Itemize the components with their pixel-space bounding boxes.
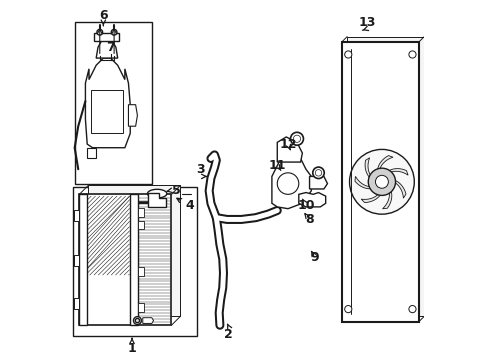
Circle shape	[344, 306, 352, 313]
Bar	[129, 194, 139, 325]
Bar	[79, 194, 172, 325]
Polygon shape	[91, 90, 123, 134]
Text: 2: 2	[224, 328, 233, 341]
Polygon shape	[361, 193, 381, 203]
Circle shape	[368, 168, 395, 195]
Circle shape	[97, 30, 102, 35]
Text: 7: 7	[106, 41, 115, 54]
Polygon shape	[139, 208, 144, 217]
Polygon shape	[96, 41, 118, 58]
Bar	[74, 22, 152, 184]
Text: 3: 3	[196, 163, 204, 176]
Circle shape	[315, 170, 322, 176]
Polygon shape	[377, 156, 393, 171]
Polygon shape	[87, 148, 96, 158]
Bar	[342, 42, 419, 321]
Circle shape	[135, 319, 140, 323]
Polygon shape	[128, 105, 137, 126]
Circle shape	[313, 167, 324, 179]
Polygon shape	[365, 158, 371, 179]
Circle shape	[409, 51, 416, 58]
Text: 1: 1	[128, 342, 136, 355]
Polygon shape	[393, 180, 406, 198]
Polygon shape	[85, 58, 130, 148]
Circle shape	[375, 175, 389, 188]
Text: 13: 13	[358, 16, 376, 29]
Polygon shape	[272, 153, 311, 209]
Polygon shape	[310, 176, 327, 189]
Polygon shape	[95, 33, 120, 41]
Text: 4: 4	[185, 199, 194, 212]
Polygon shape	[383, 189, 392, 209]
Text: 12: 12	[279, 138, 297, 150]
Polygon shape	[139, 267, 144, 276]
Circle shape	[277, 173, 299, 194]
Polygon shape	[147, 189, 167, 198]
Circle shape	[344, 51, 352, 58]
Polygon shape	[139, 221, 144, 229]
Polygon shape	[139, 303, 144, 312]
Text: 6: 6	[99, 9, 108, 22]
Text: 10: 10	[297, 199, 315, 212]
Polygon shape	[88, 185, 180, 316]
Circle shape	[133, 317, 141, 324]
Circle shape	[349, 149, 415, 214]
Circle shape	[294, 135, 300, 142]
Circle shape	[409, 306, 416, 313]
Polygon shape	[347, 37, 424, 316]
Polygon shape	[74, 298, 79, 309]
Polygon shape	[277, 137, 302, 162]
Polygon shape	[74, 255, 79, 266]
Text: 11: 11	[269, 159, 286, 172]
Polygon shape	[388, 168, 408, 175]
Polygon shape	[148, 193, 166, 207]
Bar	[79, 194, 87, 325]
Circle shape	[291, 132, 303, 145]
Polygon shape	[299, 193, 326, 207]
Polygon shape	[355, 176, 372, 189]
Text: 5: 5	[172, 184, 181, 197]
Text: 8: 8	[305, 213, 314, 226]
Polygon shape	[143, 318, 153, 323]
Text: 9: 9	[311, 251, 319, 264]
Circle shape	[111, 30, 117, 35]
Polygon shape	[74, 211, 79, 221]
Bar	[73, 187, 196, 336]
